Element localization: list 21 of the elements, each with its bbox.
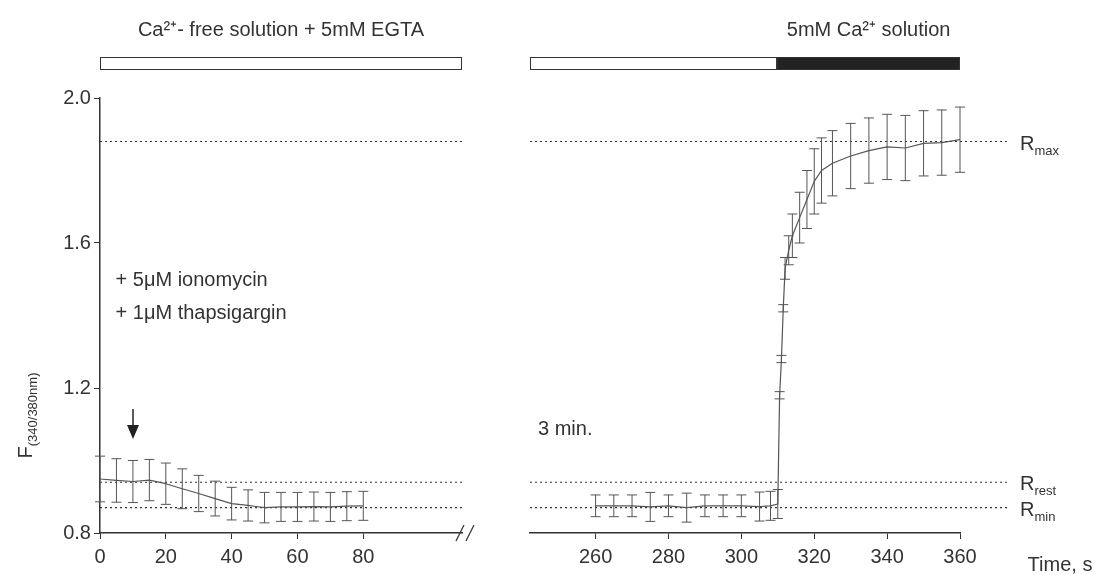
x-tick-label: 60 [286,544,309,567]
x-axis-title: Time, s [1027,553,1093,575]
y-tick-label: 1.2 [63,375,91,398]
x-tick-label: 260 [578,544,613,567]
x-tick-label: 80 [352,544,375,567]
x-tick-label: 320 [797,544,831,567]
text: 5mM Ca²⁺ solution [786,18,951,40]
annotation: 3 min. [538,417,593,440]
x-tick-label: 360 [943,544,977,567]
x-tick-label: 340 [870,544,904,567]
x-tick-label: 40 [220,544,243,567]
text: Ca²⁺- free solution + 5mM EGTA [137,18,425,40]
x-tick-label: 20 [154,544,177,567]
x-tick-label: 300 [724,544,759,567]
y-tick-label: 1.6 [63,230,91,253]
y-tick-label: 2.0 [63,85,91,108]
y-axis-title: F(340/380nm) [14,372,40,459]
x-tick-label: 0 [94,544,106,567]
x-tick-label: 280 [651,544,686,567]
y-tick-label: 0.8 [63,520,91,543]
annotation: + 5μM ionomycin + 1μM thapsigargin [115,268,287,324]
